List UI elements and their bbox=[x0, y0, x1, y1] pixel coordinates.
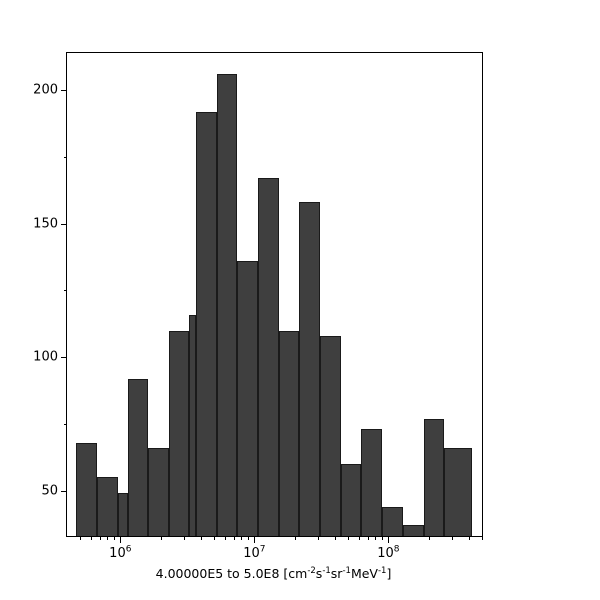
histogram-bar bbox=[403, 525, 424, 536]
y-tick-major bbox=[61, 490, 67, 492]
x-tick-minor bbox=[90, 536, 92, 540]
x-tick-minor bbox=[335, 536, 336, 540]
histogram-bar bbox=[128, 378, 148, 536]
plot-area: 50 100 150 200 106 107 108 bbox=[33, 52, 483, 561]
y-tick-major bbox=[61, 357, 67, 359]
x-tick-minor bbox=[160, 536, 162, 540]
x-tick-minor bbox=[375, 536, 377, 540]
histogram-bar bbox=[424, 418, 444, 536]
x-tick-minor bbox=[482, 536, 483, 540]
x-tick-minor bbox=[367, 536, 369, 540]
x-tick-minor bbox=[233, 536, 235, 540]
x-tick-label: 106 bbox=[109, 544, 132, 561]
x-tick-label: 108 bbox=[377, 544, 400, 561]
x-tick-major bbox=[254, 536, 256, 543]
xlabel-text: 4.00000E5 to 5.0E8 [cm bbox=[155, 566, 308, 581]
x-tick-minor bbox=[114, 536, 116, 540]
x-tick-base: 10 bbox=[109, 546, 126, 561]
x-tick-minor bbox=[224, 536, 226, 540]
y-tick-label: 100 bbox=[33, 349, 58, 365]
histogram-bar bbox=[320, 335, 341, 536]
y-tick-minor bbox=[63, 157, 67, 159]
y-tick-label: 50 bbox=[41, 483, 58, 499]
xlabel-unit-mev: MeV bbox=[350, 566, 378, 581]
x-tick-base: 10 bbox=[243, 546, 260, 561]
histogram-bar bbox=[361, 429, 382, 536]
x-tick-exponent: 7 bbox=[259, 544, 266, 555]
x-tick-minor bbox=[107, 536, 109, 540]
y-tick-minor bbox=[63, 423, 67, 425]
y-tick-major bbox=[61, 90, 67, 92]
histogram-bar bbox=[279, 330, 299, 536]
x-tick-minor bbox=[99, 536, 101, 540]
x-tick-base: 10 bbox=[377, 546, 394, 561]
histogram-bar bbox=[196, 111, 217, 536]
histogram-bar bbox=[299, 202, 320, 536]
xlabel-exp-1: -2 bbox=[307, 565, 316, 576]
x-tick-major bbox=[120, 536, 122, 543]
x-tick-minor bbox=[469, 536, 470, 540]
xlabel-unit-s: s bbox=[315, 566, 323, 581]
y-tick-major bbox=[61, 223, 67, 225]
x-tick-minor bbox=[347, 536, 349, 540]
y-tick-minor bbox=[63, 290, 67, 292]
histogram-bar bbox=[258, 178, 279, 536]
x-tick-minor bbox=[294, 536, 296, 540]
histogram-bar bbox=[76, 442, 97, 536]
x-tick-minor bbox=[241, 536, 243, 540]
x-axis-title: 4.00000E5 to 5.0E8 [cm-2s-1sr-1MeV-1] bbox=[66, 566, 481, 581]
x-tick-minor bbox=[213, 536, 215, 540]
y-tick-label: 200 bbox=[33, 82, 58, 98]
x-tick-minor bbox=[201, 536, 202, 540]
histogram-bar bbox=[189, 314, 196, 536]
x-tick-minor bbox=[248, 536, 250, 540]
x-tick-exponent: 6 bbox=[125, 544, 132, 555]
y-tick-label: 150 bbox=[33, 216, 58, 232]
xlabel-exp-2: -1 bbox=[322, 565, 331, 576]
x-tick-major bbox=[388, 536, 390, 543]
x-tick-label: 107 bbox=[243, 544, 266, 561]
xlabel-unit-sr: sr bbox=[330, 566, 343, 581]
x-tick-minor bbox=[79, 536, 81, 540]
x-tick-minor bbox=[428, 536, 430, 540]
histogram-bar bbox=[118, 493, 128, 536]
histogram-bar bbox=[217, 74, 237, 536]
x-tick-minor bbox=[318, 536, 320, 540]
histogram-bar bbox=[148, 447, 169, 536]
histogram-bar bbox=[169, 330, 189, 536]
histogram-bar bbox=[444, 447, 472, 536]
x-tick-minor bbox=[184, 536, 186, 540]
x-tick-minor bbox=[358, 536, 360, 540]
x-tick-minor bbox=[452, 536, 454, 540]
histogram-bars bbox=[67, 53, 482, 536]
xlabel-exp-4: -1 bbox=[377, 565, 387, 576]
xlabel-exp-3: -1 bbox=[342, 565, 351, 576]
histogram-bar bbox=[382, 506, 403, 536]
histogram-bar bbox=[97, 477, 118, 536]
x-tick-minor bbox=[382, 536, 384, 540]
histogram-bar bbox=[237, 261, 258, 536]
x-tick-exponent: 8 bbox=[393, 544, 400, 555]
xlabel-bracket-close: ] bbox=[386, 566, 392, 581]
histogram-bar bbox=[341, 463, 361, 536]
